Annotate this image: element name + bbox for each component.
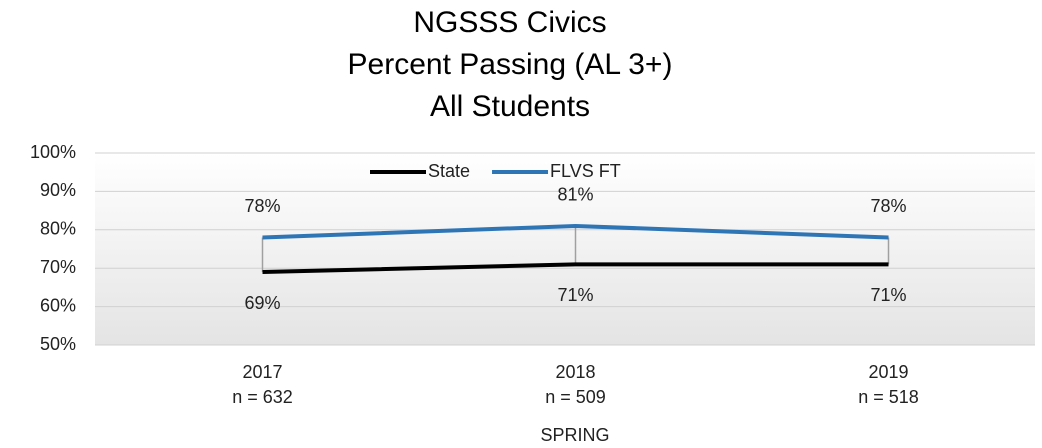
y-tick-label: 60% <box>40 295 76 315</box>
x-tick-sublabel: n = 632 <box>232 387 293 407</box>
y-tick-label: 70% <box>40 257 76 277</box>
series-line <box>262 223 889 240</box>
series-line <box>262 262 889 275</box>
data-label: 71% <box>870 285 906 305</box>
legend-label: FLVS FT <box>550 161 621 181</box>
data-label: 78% <box>870 196 906 216</box>
x-axis-label: SPRING <box>540 425 609 445</box>
x-tick-label: 2018 <box>555 362 595 382</box>
data-label: 69% <box>244 293 280 313</box>
x-tick-label: 2019 <box>868 362 908 382</box>
y-tick-label: 100% <box>30 142 76 162</box>
data-label: 81% <box>557 185 593 205</box>
legend-label: State <box>428 161 470 181</box>
x-tick-sublabel: n = 518 <box>858 387 919 407</box>
data-label: 71% <box>557 285 593 305</box>
chart-title: Percent Passing (AL 3+) <box>348 48 673 81</box>
x-tick-label: 2017 <box>242 362 282 382</box>
y-tick-label: 50% <box>40 334 76 354</box>
chart-title: All Students <box>430 90 590 123</box>
data-label: 78% <box>244 196 280 216</box>
y-tick-label: 90% <box>40 180 76 200</box>
chart-title: NGSSS Civics <box>413 6 606 39</box>
x-tick-sublabel: n = 509 <box>545 387 606 407</box>
y-tick-label: 80% <box>40 219 76 239</box>
plot-background <box>95 153 1035 345</box>
